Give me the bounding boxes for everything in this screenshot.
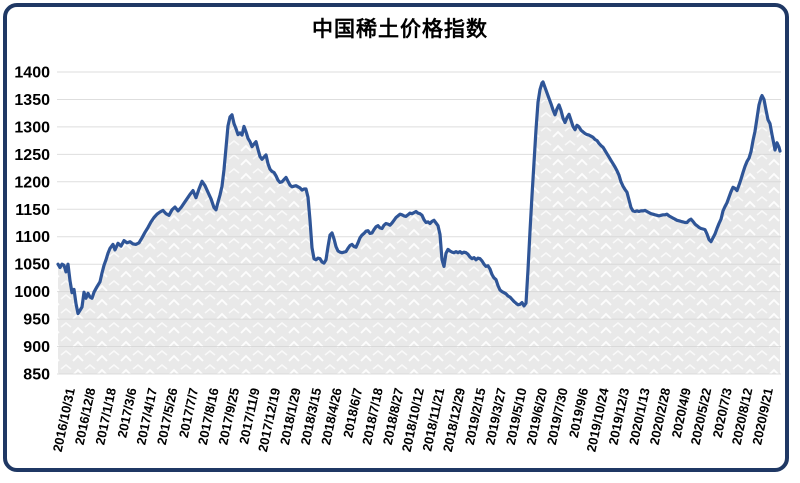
svg-text:900: 900 bbox=[23, 339, 50, 356]
price-line bbox=[56, 80, 782, 316]
chart-title: 中国稀土价格指数 bbox=[312, 18, 488, 41]
svg-text:1050: 1050 bbox=[14, 257, 50, 274]
svg-text:1350: 1350 bbox=[14, 92, 50, 109]
area-fill bbox=[58, 81, 780, 375]
svg-text:850: 850 bbox=[23, 367, 50, 384]
svg-text:1400: 1400 bbox=[14, 65, 50, 82]
svg-text:1250: 1250 bbox=[14, 147, 50, 164]
svg-text:1200: 1200 bbox=[14, 174, 50, 191]
svg-text:1150: 1150 bbox=[15, 202, 50, 219]
y-axis-labels: 1400 1350 1300 1250 1200 1150 1100 1050 1000 950 9… bbox=[14, 65, 50, 384]
svg-text:1000: 1000 bbox=[14, 284, 50, 301]
x-axis-labels: 2016/10/312016/12/82017/1/182017/3/62017… bbox=[50, 386, 776, 454]
svg-text:1300: 1300 bbox=[14, 119, 50, 136]
svg-text:950: 950 bbox=[23, 312, 50, 329]
svg-text:1100: 1100 bbox=[15, 229, 50, 246]
